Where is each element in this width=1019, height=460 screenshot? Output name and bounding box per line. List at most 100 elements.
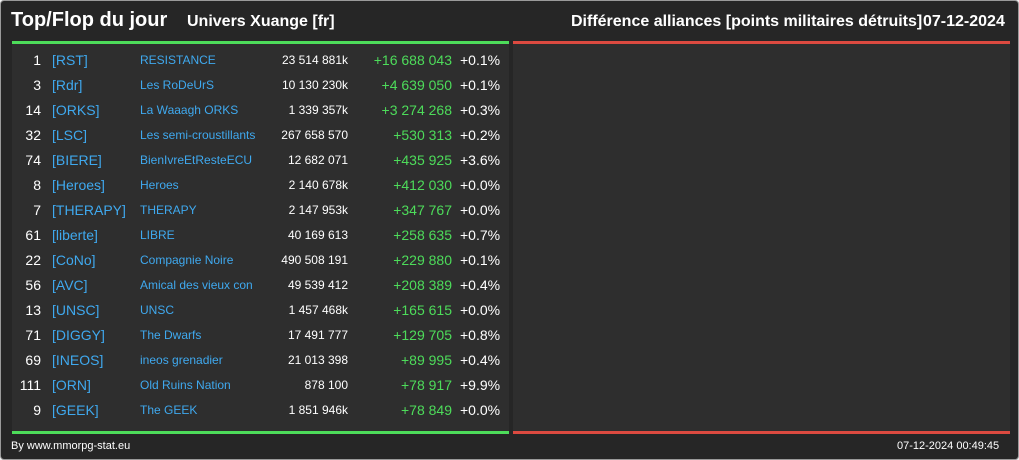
top-bar-bottom — [12, 431, 509, 434]
page-title: Top/Flop du jour — [11, 9, 168, 31]
alliance-rank: 32 — [25, 127, 41, 143]
alliance-name[interactable]: Amical des vieux con — [140, 278, 253, 292]
alliance-row: 14 [ORKS] La Waaagh ORKS 1 339 357k +3 274 2… — [1, 98, 511, 123]
alliance-points: 49 539 412 — [287, 278, 348, 292]
alliance-percent: +0.4% — [460, 277, 501, 293]
alliance-points: 267 658 570 — [281, 128, 348, 142]
alliance-name[interactable]: The Dwarfs — [140, 328, 202, 342]
alliance-percent: +0.2% — [460, 127, 501, 143]
alliance-points: 1 339 357k — [288, 103, 348, 117]
alliance-rank: 13 — [25, 302, 41, 318]
alliance-points: 2 147 953k — [288, 203, 348, 217]
alliance-tag[interactable]: [THERAPY] — [52, 202, 126, 218]
alliance-tag[interactable]: [ORN] — [52, 377, 91, 393]
alliance-row: 8 [Heroes] Heroes 2 140 678k +412 030 +0.0% — [1, 173, 511, 198]
alliance-tag[interactable]: [BIERE] — [52, 152, 102, 168]
alliance-delta: +16 688 043 — [373, 52, 452, 68]
alliance-row: 3 [Rdr] Les RoDeUrS 10 130 230k +4 639 050 +0… — [1, 73, 511, 98]
alliance-tag[interactable]: [UNSC] — [52, 302, 100, 318]
top-bar-top — [12, 41, 509, 44]
alliance-row: 71 [DIGGY] The Dwarfs 17 491 777 +129 705 +0.… — [1, 323, 511, 348]
alliance-name[interactable]: UNSC — [140, 303, 175, 317]
alliance-rank: 56 — [25, 277, 41, 293]
alliance-row: 69 [INEOS] ineos grenadier 21 013 398 +89 99… — [1, 348, 511, 373]
source-credit[interactable]: By www.mmorpg-stat.eu — [11, 440, 131, 452]
alliance-points: 40 169 613 — [287, 228, 348, 242]
alliance-rank: 9 — [33, 402, 41, 418]
alliance-rank: 74 — [25, 152, 41, 168]
alliance-name[interactable]: RESISTANCE — [140, 53, 216, 67]
alliance-delta: +3 274 268 — [381, 102, 452, 118]
alliance-name[interactable]: Old Ruins Nation — [140, 378, 231, 392]
alliance-rank: 22 — [25, 252, 41, 268]
timestamp: 07-12-2024 00:49:45 — [897, 440, 1000, 452]
alliance-row: 32 [LSC] Les semi-croustillants 267 658 570… — [1, 123, 511, 148]
alliance-percent: +0.8% — [460, 327, 501, 343]
alliance-name[interactable]: The GEEK — [140, 403, 198, 417]
alliance-percent: +0.4% — [460, 352, 501, 368]
alliance-row: 9 [GEEK] The GEEK 1 851 946k +78 849 +0.0% — [1, 398, 511, 423]
alliance-percent: +0.1% — [460, 252, 501, 268]
alliance-delta: +208 389 — [393, 277, 452, 293]
alliance-rank: 61 — [25, 227, 41, 243]
alliance-row: 61 [liberte] LIBRE 40 169 613 +258 635 +0.7% — [1, 223, 511, 248]
alliance-points: 10 130 230k — [281, 78, 348, 92]
flop-bar-bottom — [513, 431, 1010, 434]
alliance-percent: +3.6% — [460, 152, 501, 168]
alliance-rank: 111 — [19, 377, 41, 393]
alliance-tag[interactable]: [RST] — [52, 52, 88, 68]
alliance-name[interactable]: Les semi-croustillants — [140, 128, 256, 142]
alliance-tag[interactable]: [GEEK] — [52, 402, 99, 418]
alliance-name[interactable]: BienIvreEtResteECU — [140, 153, 253, 167]
date-label: 07-12-2024 — [923, 13, 1005, 30]
alliance-percent: +0.0% — [460, 202, 501, 218]
alliance-tag[interactable]: [Rdr] — [52, 77, 83, 93]
alliance-percent: +0.1% — [460, 77, 501, 93]
flop-list-panel — [513, 41, 1010, 431]
alliance-row: 7 [THERAPY] THERAPY 2 147 953k +347 767 +0.0% — [1, 198, 511, 223]
alliance-name[interactable]: THERAPY — [140, 203, 197, 217]
alliance-rank: 69 — [25, 352, 41, 368]
alliance-delta: +165 615 — [393, 302, 452, 318]
alliance-name[interactable]: LIBRE — [140, 228, 175, 242]
alliance-tag[interactable]: [DIGGY] — [52, 327, 105, 343]
alliance-tag[interactable]: [liberte] — [52, 227, 98, 243]
alliance-percent: +0.0% — [460, 402, 501, 418]
alliance-rank: 71 — [25, 327, 41, 343]
alliance-delta: +89 995 — [401, 352, 452, 368]
alliance-percent: +9.9% — [460, 377, 501, 393]
alliance-name[interactable]: ineos grenadier — [140, 353, 223, 367]
alliance-row: 111 [ORN] Old Ruins Nation 878 100 +78 917 +9… — [1, 373, 511, 398]
alliance-delta: +435 925 — [393, 152, 452, 168]
alliance-points: 17 491 777 — [287, 328, 348, 342]
alliance-points: 2 140 678k — [288, 178, 348, 192]
difference-title: Différence alliances [points militaires … — [571, 13, 923, 30]
flop-bar-top — [513, 41, 1010, 44]
alliance-tag[interactable]: [ORKS] — [52, 102, 100, 118]
alliance-rank: 7 — [33, 202, 41, 218]
alliance-row: 1 [RST] RESISTANCE 23 514 881k +16 688 043 +0… — [1, 48, 511, 73]
alliance-rank: 8 — [33, 177, 41, 193]
alliance-tag[interactable]: [INEOS] — [52, 352, 104, 368]
alliance-delta: +347 767 — [393, 202, 452, 218]
alliance-tag[interactable]: [LSC] — [52, 127, 88, 143]
alliance-delta: +4 639 050 — [381, 77, 452, 93]
alliance-percent: +0.1% — [460, 52, 501, 68]
alliance-name[interactable]: Compagnie Noire — [140, 253, 234, 267]
alliance-row: 56 [AVC] Amical des vieux con 49 539 412 +20… — [1, 273, 511, 298]
alliance-row: 22 [CoNo] Compagnie Noire 490 508 191 +229 8… — [1, 248, 511, 273]
alliance-tag[interactable]: [AVC] — [52, 277, 88, 293]
alliance-points: 21 013 398 — [287, 353, 348, 367]
alliance-name[interactable]: Les RoDeUrS — [140, 78, 215, 92]
alliance-row: 74 [BIERE] BienIvreEtResteECU 12 682 071 +43… — [1, 148, 511, 173]
alliance-name[interactable]: La Waaagh ORKS — [140, 103, 239, 117]
alliance-tag[interactable]: [Heroes] — [52, 177, 105, 193]
alliance-rank: 3 — [33, 77, 41, 93]
alliance-delta: +412 030 — [393, 177, 452, 193]
alliance-delta: +258 635 — [393, 227, 452, 243]
alliance-rank: 14 — [25, 102, 41, 118]
alliance-rank: 1 — [33, 52, 41, 68]
alliance-name[interactable]: Heroes — [140, 178, 179, 192]
alliance-tag[interactable]: [CoNo] — [52, 252, 96, 268]
alliance-row: 13 [UNSC] UNSC 1 457 468k +165 615 +0.0% — [1, 298, 511, 323]
